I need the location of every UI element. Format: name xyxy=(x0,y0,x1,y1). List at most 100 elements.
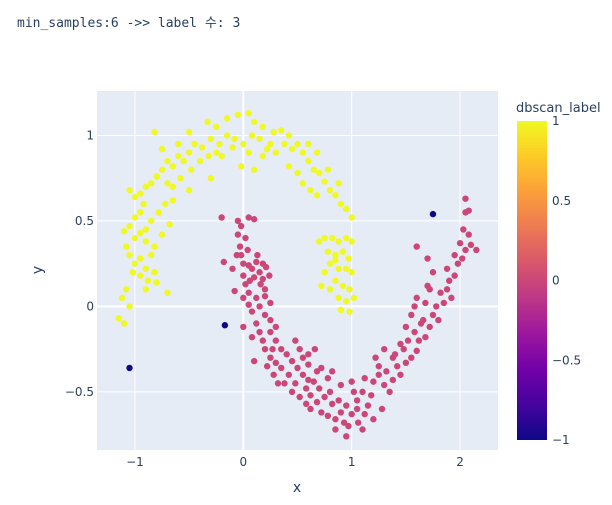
x-tick-label: −1 xyxy=(126,455,144,469)
data-point xyxy=(350,388,358,396)
data-point xyxy=(131,193,139,201)
data-point xyxy=(240,272,247,279)
data-point xyxy=(429,210,437,218)
data-point xyxy=(246,277,254,284)
data-point xyxy=(353,397,361,404)
data-point xyxy=(267,354,274,361)
data-point xyxy=(305,361,312,368)
data-point xyxy=(245,301,252,308)
data-point xyxy=(223,115,231,122)
data-point xyxy=(443,286,451,293)
data-point xyxy=(370,378,377,385)
data-point xyxy=(120,320,128,327)
data-point xyxy=(137,229,144,237)
data-point xyxy=(433,303,440,310)
colorbar-tick-label: 0.5 xyxy=(552,194,571,208)
data-point xyxy=(164,157,171,165)
data-point xyxy=(378,405,386,413)
data-point xyxy=(253,294,260,302)
data-point xyxy=(318,282,325,290)
data-point xyxy=(448,294,455,302)
data-point xyxy=(313,368,321,375)
data-point xyxy=(137,272,144,279)
data-point xyxy=(313,398,321,406)
data-point xyxy=(169,183,177,190)
data-point xyxy=(137,255,144,262)
data-point xyxy=(256,303,263,310)
data-point xyxy=(307,186,314,194)
data-point xyxy=(234,111,242,119)
data-point xyxy=(413,294,420,302)
data-point xyxy=(237,251,245,259)
data-point xyxy=(337,381,345,389)
y-tick-label: 0 xyxy=(86,299,94,313)
data-point xyxy=(321,178,328,185)
data-point xyxy=(144,277,152,284)
data-point xyxy=(207,174,214,182)
data-point xyxy=(263,363,271,370)
data-point xyxy=(131,234,139,242)
data-point xyxy=(191,140,198,148)
data-point xyxy=(400,345,407,353)
data-point xyxy=(180,157,187,165)
data-point xyxy=(220,258,228,266)
data-point xyxy=(328,234,336,242)
data-point xyxy=(256,269,263,276)
data-point xyxy=(250,118,258,125)
data-point xyxy=(115,315,122,322)
data-point xyxy=(137,209,144,216)
data-point xyxy=(155,209,162,216)
data-point xyxy=(389,354,397,361)
data-point xyxy=(354,419,362,426)
data-point xyxy=(294,169,301,177)
data-point xyxy=(216,140,223,148)
data-point xyxy=(267,316,274,324)
data-point xyxy=(237,222,245,230)
data-point xyxy=(234,217,242,225)
data-point xyxy=(231,287,238,295)
data-point xyxy=(288,357,296,365)
data-point xyxy=(359,388,366,396)
data-point xyxy=(164,289,171,296)
colorbar: dbscan_label 1 0.5 0 −0.5 −1 xyxy=(516,101,601,447)
data-point xyxy=(292,380,299,387)
data-point xyxy=(185,149,193,156)
y-axis-title: y xyxy=(30,266,46,274)
data-point xyxy=(237,163,245,170)
data-point xyxy=(397,340,404,348)
data-point xyxy=(244,246,251,254)
data-point xyxy=(462,195,469,202)
data-point xyxy=(381,381,388,389)
data-point xyxy=(250,274,258,281)
y-axis-ticks: −0.5 0 0.5 1 xyxy=(65,128,94,398)
x-axis-ticks: −1 0 1 2 xyxy=(126,455,464,469)
data-point xyxy=(315,238,323,245)
data-point xyxy=(153,173,160,180)
data-point xyxy=(462,246,469,254)
data-point xyxy=(269,345,276,353)
data-point xyxy=(348,410,355,418)
colorbar-title: dbscan_label xyxy=(516,101,601,116)
data-point xyxy=(370,416,377,423)
data-point xyxy=(272,323,280,331)
data-point xyxy=(142,265,149,272)
data-point xyxy=(305,351,312,358)
data-point xyxy=(142,286,149,293)
data-point xyxy=(281,140,288,148)
data-point xyxy=(126,303,133,310)
data-point xyxy=(131,214,139,221)
data-point xyxy=(164,180,171,187)
data-point xyxy=(294,140,301,148)
data-point xyxy=(248,132,256,139)
data-point xyxy=(185,186,193,194)
data-point xyxy=(147,180,155,187)
data-point xyxy=(256,135,263,143)
data-point xyxy=(151,128,158,136)
data-point xyxy=(364,402,372,409)
data-point xyxy=(207,135,214,143)
data-point xyxy=(245,149,252,156)
data-point xyxy=(348,238,355,245)
data-point xyxy=(147,251,155,259)
data-point xyxy=(361,410,368,418)
data-point xyxy=(394,363,401,370)
